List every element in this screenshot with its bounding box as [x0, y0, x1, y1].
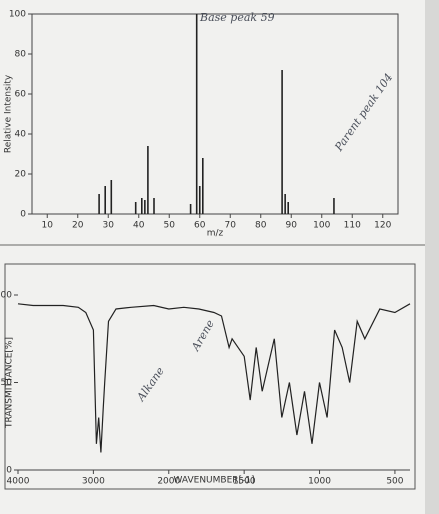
x-tick-label: 90 — [286, 221, 298, 231]
y-tick-label: 60 — [15, 90, 27, 100]
y-axis-label: TRANSMITTANCE[%] — [5, 337, 15, 429]
y-tick-label: 0 — [20, 210, 26, 220]
y-tick-label: 50 — [1, 378, 13, 388]
x-axis-label: m/z — [207, 229, 224, 239]
handwritten-note: Base peak 59 — [199, 11, 275, 24]
x-tick-label: 500 — [386, 477, 403, 487]
x-tick-label: 80 — [255, 221, 267, 231]
x-tick-label: 70 — [225, 221, 237, 231]
ir-frame — [4, 263, 416, 490]
x-tick-label: 100 — [313, 221, 330, 231]
y-tick-label: 40 — [15, 130, 27, 140]
x-tick-label: 1500 — [233, 477, 256, 487]
y-tick-label: 0 — [6, 466, 12, 476]
y-tick-label: 100 — [9, 10, 26, 20]
x-tick-label: 120 — [374, 221, 391, 231]
y-axis-label: Relative Intensity — [4, 74, 14, 153]
x-axis-label: WAVENUMBER[-1] — [173, 476, 254, 486]
y-tick-label: 20 — [15, 170, 27, 180]
spectrum-line — [17, 303, 411, 453]
x-tick-label: 4000 — [7, 477, 30, 487]
x-tick-label: 60 — [194, 221, 206, 231]
x-tick-label: 20 — [72, 221, 84, 231]
x-tick-label: 3000 — [82, 477, 105, 487]
x-tick-label: 40 — [133, 221, 145, 231]
x-tick-label: 110 — [344, 221, 361, 231]
paper — [0, 0, 425, 514]
y-tick-label: 100 — [0, 291, 12, 301]
y-tick-label: 80 — [15, 50, 27, 60]
x-tick-label: 1000 — [308, 477, 331, 487]
x-tick-label: 2000 — [157, 477, 180, 487]
x-tick-label: 50 — [164, 221, 176, 231]
x-tick-label: 30 — [103, 221, 115, 231]
x-tick-label: 10 — [42, 221, 54, 231]
